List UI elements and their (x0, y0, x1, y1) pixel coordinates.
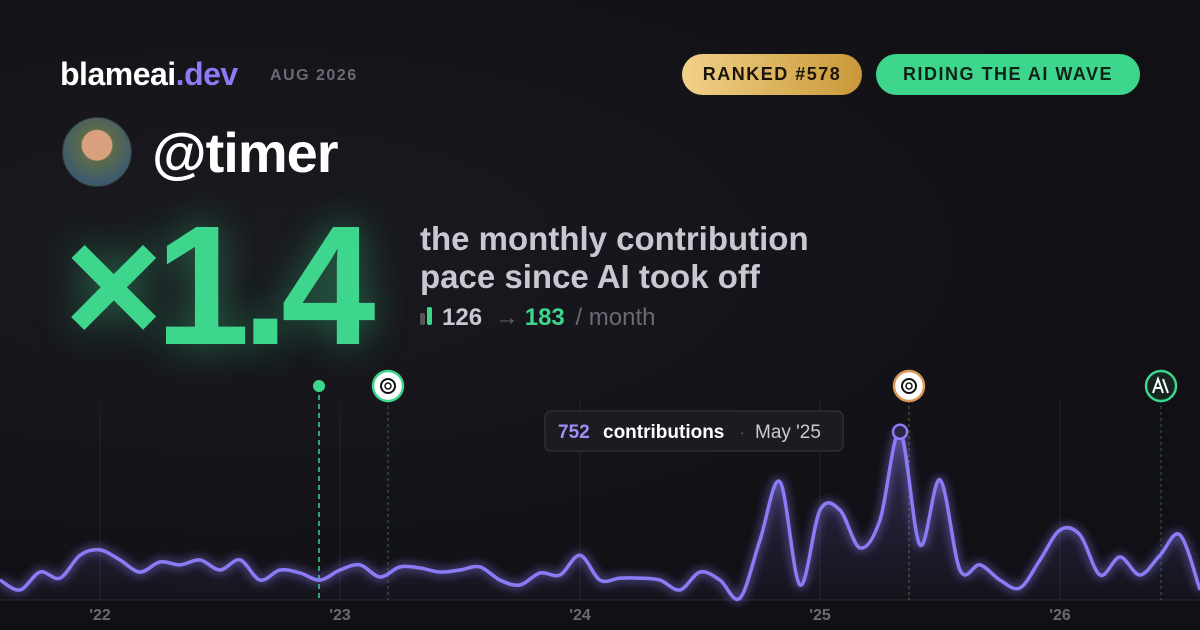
arrow: → (494, 304, 519, 331)
brand-name: blameai (60, 56, 176, 92)
x-tick-label: '23 (329, 607, 351, 624)
separator: · (740, 424, 745, 440)
multiplier: ×1.4 (64, 191, 376, 381)
area (0, 431, 1200, 600)
ai-launch-dot (313, 380, 325, 392)
x-tick-label: '24 (569, 607, 591, 624)
peak-marker (891, 423, 909, 440)
bar-icon (427, 307, 432, 325)
x-tick-label: '22 (89, 607, 111, 624)
pace: 126 → 183 / month (420, 304, 655, 332)
tooltip-value: 752 (558, 422, 590, 443)
pace-before: 126 (442, 304, 483, 331)
event-icon (1144, 369, 1178, 403)
wave-badge: RIDING THE AI WAVE (876, 54, 1140, 95)
avatar (62, 117, 132, 187)
tooltip-date: May '25 (755, 422, 821, 443)
headline-line: pace since AI took off (420, 258, 760, 295)
x-tick-label: '25 (809, 607, 831, 624)
tooltip-label: contributions (603, 422, 724, 443)
brand: blameai.dev (60, 56, 238, 93)
tooltip (544, 410, 844, 452)
headline-line: the monthly contribution (420, 220, 809, 257)
line (0, 429, 1200, 602)
brand-tld: .dev (175, 56, 239, 92)
pace-unit: / month (575, 304, 656, 331)
event-icon (371, 369, 405, 403)
event-icon (892, 369, 926, 403)
handle: @timer (152, 121, 339, 184)
x-tick-label: '26 (1049, 607, 1071, 624)
rank-badge: RANKED #578 (682, 54, 862, 95)
pace-after: 183 (524, 304, 565, 331)
bar-icon (420, 313, 425, 325)
period: AUG 2026 (270, 67, 358, 84)
